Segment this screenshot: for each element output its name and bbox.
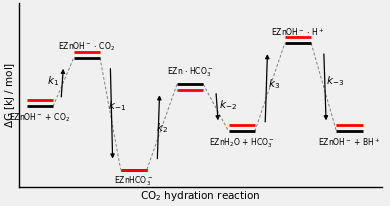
- Text: $k_{-2}$: $k_{-2}$: [219, 98, 237, 112]
- Text: EZnOH$^-$ + CO$_2$: EZnOH$^-$ + CO$_2$: [9, 111, 71, 124]
- Text: $k_{-1}$: $k_{-1}$: [108, 99, 126, 113]
- X-axis label: CO$_2$ hydration reaction: CO$_2$ hydration reaction: [140, 188, 261, 202]
- Text: EZn $\cdot$ HCO$_3^-$: EZn $\cdot$ HCO$_3^-$: [167, 66, 213, 79]
- Text: $k_2$: $k_2$: [156, 122, 168, 135]
- Y-axis label: $\Delta$G [kJ / mol]: $\Delta$G [kJ / mol]: [4, 62, 18, 128]
- Text: EZnH$_2$O + HCO$_3^-$: EZnH$_2$O + HCO$_3^-$: [209, 136, 275, 150]
- Text: EZnOH$^-$ $\cdot$ CO$_2$: EZnOH$^-$ $\cdot$ CO$_2$: [58, 40, 115, 53]
- Text: EZnOH$^-$ + BH$^+$: EZnOH$^-$ + BH$^+$: [318, 136, 381, 148]
- Text: $k_1$: $k_1$: [47, 74, 58, 88]
- Text: EZnOH$^-$ $\cdot$ H$^+$: EZnOH$^-$ $\cdot$ H$^+$: [271, 26, 325, 38]
- Text: $k_{-3}$: $k_{-3}$: [326, 74, 345, 88]
- Text: $k_3$: $k_3$: [268, 77, 280, 91]
- Text: EZnHCO$_3^-$: EZnHCO$_3^-$: [114, 175, 153, 188]
